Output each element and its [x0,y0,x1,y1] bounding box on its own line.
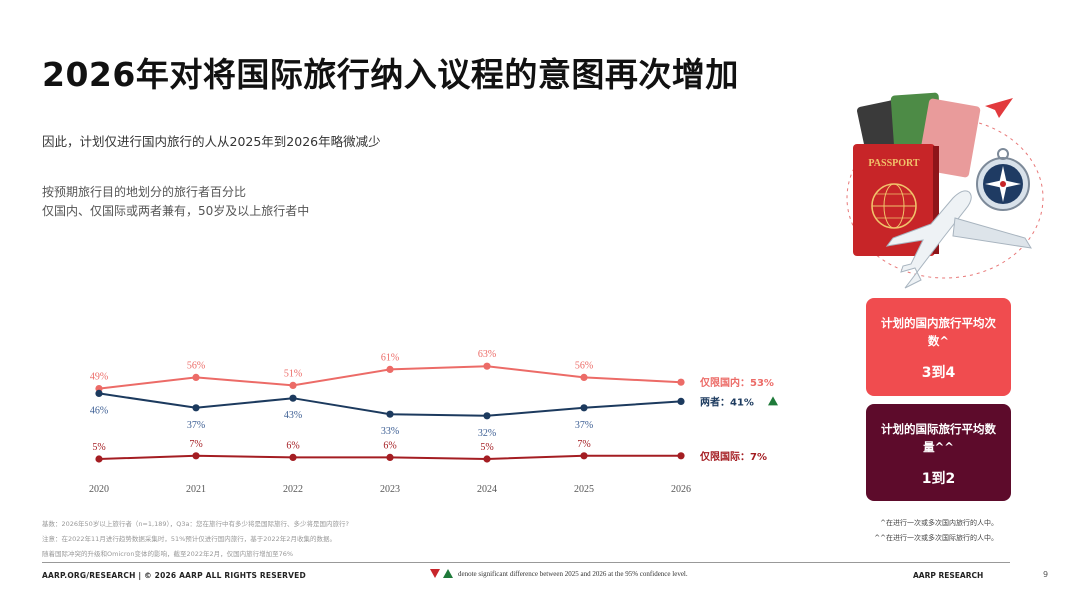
domestic-trips-label: 计划的国内旅行平均次数^ [881,316,996,348]
international-trips-value: 1到2 [921,471,956,487]
data-label: 56% [187,360,205,371]
domestic-trips-value: 3到4 [921,365,956,381]
data-label: 43% [284,410,302,421]
significance-arrows-icon [430,569,453,578]
airplane-icon [885,190,1032,289]
footnote-domestic: ^在进行一次或多次国内旅行的人中。 [880,519,998,527]
data-point [483,455,491,463]
data-point [386,410,394,418]
footer-copyright: AARP.ORG/RESEARCH | © 2026 AARP ALL RIGH… [42,571,306,580]
data-point [289,453,297,461]
data-label: 6% [383,440,396,451]
data-label: 5% [92,442,105,453]
data-label: 6% [286,440,299,451]
data-label: 37% [575,420,593,431]
x-tick-label: 2025 [574,484,594,495]
data-label: 33% [381,426,399,437]
domestic-trips-card: 计划的国内旅行平均次数^ 3到4 [866,298,1011,396]
footer-significance-text: denote significant difference between 20… [458,569,688,578]
footnote-international: ^^在进行一次或多次国际旅行的人中。 [874,534,998,542]
data-point [580,452,588,460]
x-tick-label: 2022 [283,484,303,495]
data-label: 32% [478,428,496,439]
data-point [677,397,685,405]
data-point [289,394,297,402]
data-label: 7% [577,439,590,450]
data-point [386,453,394,461]
data-point [289,381,297,389]
data-label: 56% [575,360,593,371]
data-point [95,389,103,397]
data-point [483,412,491,420]
data-point [386,365,394,373]
data-point [95,455,103,463]
data-label: 51% [284,368,302,379]
data-label: 37% [187,420,205,431]
source-note-base: 基数：2026年50岁以上旅行者（n=1,189），Q3a：您在旅行中有多少将是… [42,520,349,528]
data-point [192,373,200,381]
travel-illustration: PASSPORT [846,92,1044,289]
data-point [192,404,200,412]
series-end-label: 两者：41% [700,395,754,408]
source-note-omicron: 随着国际冲突的升级和Omicron变体的影响，截至2022年2月，仅国内旅行增加… [42,550,294,558]
data-point [580,404,588,412]
international-trips-label: 计划的国际旅行平均数量^^ [881,422,996,454]
chart-description-line1: 按预期旅行目的地划分的旅行者百分比 [42,185,247,199]
passport-icon: PASSPORT [853,144,939,256]
international-trips-card: 计划的国际旅行平均数量^^ 1到2 [866,404,1011,501]
compass-icon [976,148,1030,211]
significance-up-marker [768,396,778,406]
line-chart: 49% 56% 51% 61% 63% 56% 46% 37% 43% 33% 32% 37% 5% 7%… [89,349,778,495]
data-label: 63% [478,349,496,360]
data-point [192,452,200,460]
data-point [580,373,588,381]
x-tick-label: 2023 [380,484,400,495]
passport-label: PASSPORT [868,158,919,169]
dotted-orbit [846,117,1044,279]
page-subtitle: 因此，计划仅进行国内旅行的人从2025年到2026年略微减少 [42,134,381,149]
data-point [483,362,491,370]
data-label: 49% [90,372,108,383]
page-title: 2026年对将国际旅行纳入议程的意图再次增加 [42,55,739,94]
data-label: 61% [381,352,399,363]
x-tick-label: 2026 [671,484,691,495]
footer-significance-note: denote significant difference between 20… [430,568,688,579]
chart-description-line2: 仅国内、仅国际或两者兼有，50岁及以上旅行者中 [42,204,310,218]
data-point [677,378,685,386]
data-label: 46% [90,405,108,416]
series-end-label: 仅限国际：7% [699,450,767,463]
data-point [677,452,685,460]
source-note-attention: 注意：在2022年11月进行趋势数据采集时，51%预计仅进行国内旅行，基于202… [42,535,336,543]
footer-divider [42,562,1010,563]
page-number: 9 [1043,570,1049,579]
x-tick-label: 2020 [89,484,109,495]
x-tick-label: 2021 [186,484,206,495]
footer-brand: AARP RESEARCH [913,571,984,580]
series-end-label: 仅限国内：53% [699,376,774,389]
data-label: 5% [480,442,493,453]
x-tick-label: 2024 [477,484,497,495]
paper-plane-icon [985,98,1013,118]
data-label: 7% [189,439,202,450]
